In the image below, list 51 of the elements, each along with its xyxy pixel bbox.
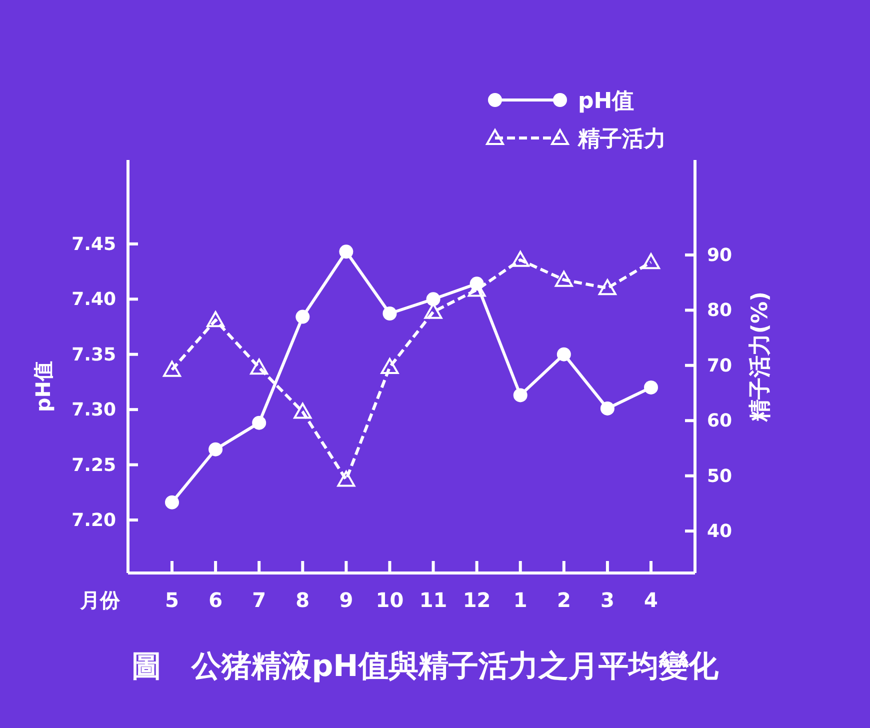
y2-tick-label: 50 [707,466,732,487]
x-tick-label: 6 [208,588,223,612]
point [513,388,528,402]
legend-label: pH值 [578,89,634,114]
point [250,358,268,375]
point [598,279,616,296]
x-tick-label: 10 [376,588,404,612]
point [208,442,223,456]
point [642,253,660,270]
x-tick-label: 1 [513,588,528,612]
point [382,306,397,320]
x-tick-label: 12 [462,588,491,612]
x-tick-label: 4 [644,588,658,612]
x-tick-label: 9 [339,588,354,612]
x-tick-label: 8 [296,588,310,612]
x-tick-label: 3 [600,588,614,612]
point [163,360,181,377]
y2-tick-label: 70 [707,355,732,376]
x-tick-label: 2 [556,588,571,612]
y2-tick-label: 90 [707,244,732,266]
y2-tick-label: 80 [707,300,732,322]
point [206,311,225,328]
point [556,347,571,362]
x-axis-title: 月份 [79,588,121,612]
y-tick-label: 7.35 [72,344,116,366]
y-tick-label: 7.20 [72,510,116,531]
point [337,470,356,487]
text: 圖 公猪精液pH值與精子活力之月平均變化 [132,649,720,684]
point [554,270,573,287]
point [339,244,354,259]
y2-tick-label: 40 [707,521,732,542]
x-tick-label: 5 [165,588,179,612]
x-tick-label: 7 [252,588,266,612]
y-tick-label: 7.40 [72,289,116,310]
y2-axis-title: 精子活力(%) [748,291,773,423]
legend-label: 精子活力 [577,127,666,152]
point [511,250,530,267]
point [426,292,440,306]
y-tick-label: 7.25 [72,454,116,476]
point [252,416,266,430]
y-tick-label: 7.30 [72,400,116,421]
point [296,310,310,324]
point [644,380,658,394]
point [600,401,614,416]
y-tick-label: 7.45 [72,234,116,255]
point [294,402,312,419]
x-tick-label: 11 [419,588,448,612]
point [380,358,399,374]
point [165,495,179,510]
y2-tick-label: 60 [707,410,732,432]
y-axis-title: pH值 [31,360,55,412]
